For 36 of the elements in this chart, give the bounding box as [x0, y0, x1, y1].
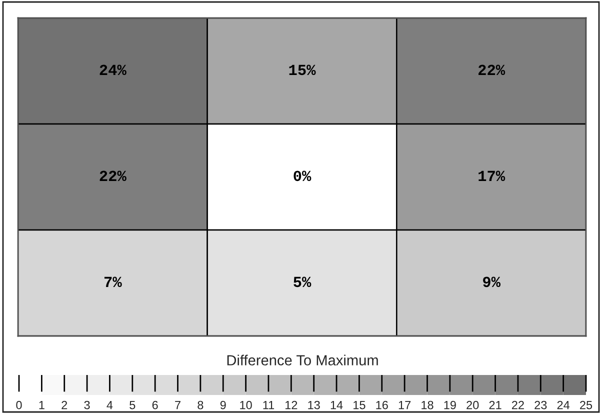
color-bar-label: 25 [580, 400, 592, 410]
color-bar-label: 13 [308, 400, 320, 410]
color-bar-label: 15 [354, 400, 366, 410]
color-bar-label: 19 [444, 400, 456, 410]
color-bar-label: 2 [62, 400, 68, 410]
data-label: 17% [478, 170, 506, 182]
color-bar-label: 4 [106, 400, 113, 410]
color-bar-label: 8 [198, 400, 204, 410]
color-bar-label: 12 [285, 400, 298, 410]
color-bar-label: 6 [152, 400, 158, 410]
data-label: 22% [478, 64, 506, 76]
color-bar-label: 3 [84, 400, 90, 410]
color-bar-label: 14 [330, 400, 343, 410]
data-label: 9% [483, 276, 501, 288]
color-bar-label: 20 [466, 400, 479, 410]
color-bar-label: 11 [263, 400, 274, 410]
data-label: 7% [104, 276, 122, 288]
color-bar-title: Difference To Maximum [227, 354, 378, 366]
color-bar-label: 9 [220, 400, 226, 410]
color-bar-label: 16 [376, 400, 388, 410]
color-bar-label: 23 [534, 400, 547, 410]
color-bar-label: 5 [130, 400, 136, 410]
color-bar-label: 22 [512, 400, 524, 410]
color-bar-label: 18 [422, 400, 434, 410]
data-label: 0% [294, 170, 312, 182]
data-label: 15% [289, 64, 316, 76]
color-bar-label: 7 [175, 400, 180, 410]
data-label: 5% [294, 276, 312, 288]
color-bar-label: 21 [489, 400, 502, 410]
color-bar-label: 1 [39, 400, 44, 410]
data-label: 24% [100, 64, 126, 76]
color-bar-label: 10 [240, 400, 252, 410]
data-label: 22% [100, 170, 126, 182]
color-bar-label: 0 [16, 400, 22, 410]
color-bar-label: 24 [557, 400, 570, 410]
color-bar-label: 17 [398, 400, 411, 410]
